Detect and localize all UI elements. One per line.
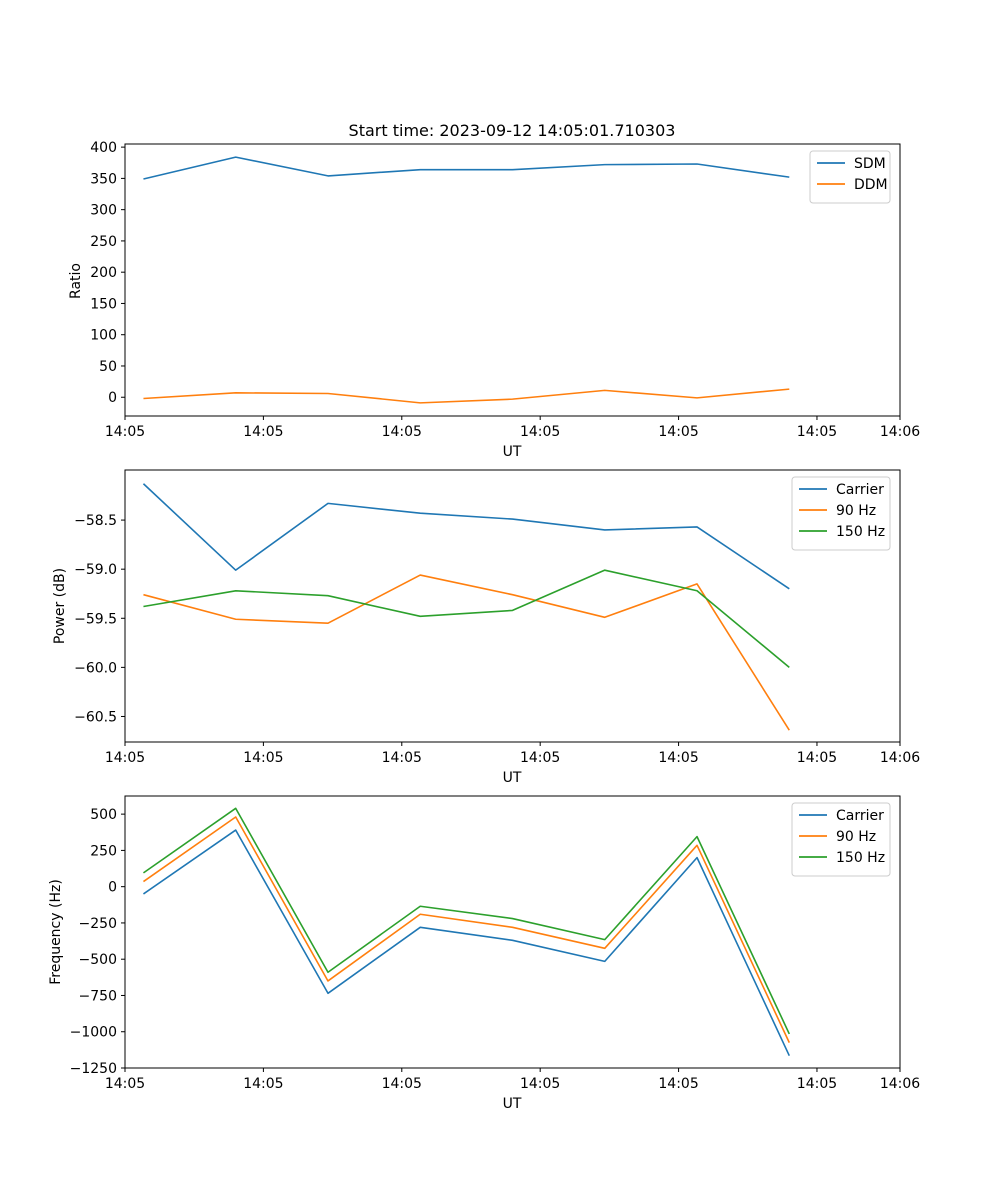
y-tick-label: −1250 [70, 1061, 117, 1077]
y-tick-label: 500 [90, 807, 117, 823]
y-tick-label: −250 [79, 916, 117, 932]
x-tick-label: 14:05 [658, 1076, 698, 1092]
x-tick-label: 14:05 [105, 1076, 145, 1092]
y-tick-label: 300 [90, 203, 117, 219]
y-tick-label: 100 [90, 328, 117, 344]
series-line-carrier [142, 483, 790, 590]
x-tick-label: 14:05 [658, 750, 698, 766]
y-tick-label: 0 [108, 880, 117, 896]
chart-title: Start time: 2023-09-12 14:05:01.710303 [349, 121, 676, 140]
x-axis-label: UT [503, 444, 522, 460]
y-tick-label: 150 [90, 296, 117, 312]
series-line-150-hz [142, 807, 791, 1035]
x-tick-label: 14:06 [880, 750, 920, 766]
axes-frame [124, 795, 901, 1069]
y-tick-label: −59.5 [74, 611, 117, 627]
y-tick-label: −500 [79, 952, 117, 968]
y-axis-label: Frequency (Hz) [48, 879, 64, 985]
x-axis-label: UT [503, 770, 522, 786]
x-tick-label: 14:05 [243, 424, 283, 440]
y-tick-label: −750 [79, 988, 117, 1004]
axes-frame [124, 469, 901, 743]
x-tick-label: 14:05 [520, 1076, 560, 1092]
y-axis-label: Ratio [68, 263, 84, 299]
x-tick-label: 14:05 [382, 1076, 422, 1092]
x-tick-label: 14:05 [797, 1076, 837, 1092]
y-tick-label: 0 [108, 390, 117, 406]
y-axis-label: Power (dB) [52, 568, 68, 644]
legend-label: 90 Hz [836, 503, 876, 519]
x-tick-label: 14:05 [382, 750, 422, 766]
x-tick-label: 14:05 [243, 1076, 283, 1092]
y-tick-label: 200 [90, 265, 117, 281]
legend-label: DDM [854, 177, 888, 193]
x-tick-label: 14:05 [105, 424, 145, 440]
x-tick-label: 14:06 [880, 424, 920, 440]
x-tick-label: 14:05 [658, 424, 698, 440]
legend-box [809, 150, 891, 204]
legend-label: SDM [854, 156, 886, 172]
y-tick-label: 400 [90, 140, 117, 156]
x-tick-label: 14:05 [797, 750, 837, 766]
x-tick-label: 14:05 [520, 424, 560, 440]
x-tick-label: 14:05 [382, 424, 422, 440]
legend-label: 150 Hz [836, 850, 885, 866]
x-tick-label: 14:06 [880, 1076, 920, 1092]
ratio-panel: Start time: 2023-09-12 14:05:01.710303 U… [68, 121, 920, 460]
series-line-150-hz [143, 569, 790, 668]
axes-frame [124, 143, 901, 417]
y-tick-label: −1000 [70, 1025, 117, 1041]
legend-label: Carrier [836, 482, 884, 498]
series-line-ddm [143, 388, 790, 404]
y-tick-label: −60.0 [74, 660, 117, 676]
legend-label: Carrier [836, 808, 884, 824]
y-tick-label: −59.0 [74, 562, 117, 578]
x-axis-label: UT [503, 1096, 522, 1112]
x-tick-label: 14:05 [520, 750, 560, 766]
power-panel: UT Power (dB) 14:05 14:05 14:05 14:05 14:05 1… [52, 469, 920, 786]
y-tick-label: −58.5 [74, 513, 117, 529]
y-tick-label: 50 [99, 359, 117, 375]
frequency-panel: UT Frequency (Hz) 14:05 14:05 14:05 14:05 14… [48, 795, 920, 1112]
x-tick-label: 14:05 [797, 424, 837, 440]
series-line-90-hz [143, 574, 790, 731]
y-tick-label: 250 [90, 843, 117, 859]
y-tick-label: −60.5 [74, 709, 117, 725]
legend-label: 150 Hz [836, 524, 885, 540]
series-line-carrier [142, 829, 791, 1057]
series-line-90-hz [142, 816, 791, 1043]
x-tick-label: 14:05 [105, 750, 145, 766]
y-tick-label: 350 [90, 171, 117, 187]
y-tick-label: 250 [90, 234, 117, 250]
legend-label: 90 Hz [836, 829, 876, 845]
series-line-sdm [143, 156, 790, 180]
x-tick-label: 14:05 [243, 750, 283, 766]
